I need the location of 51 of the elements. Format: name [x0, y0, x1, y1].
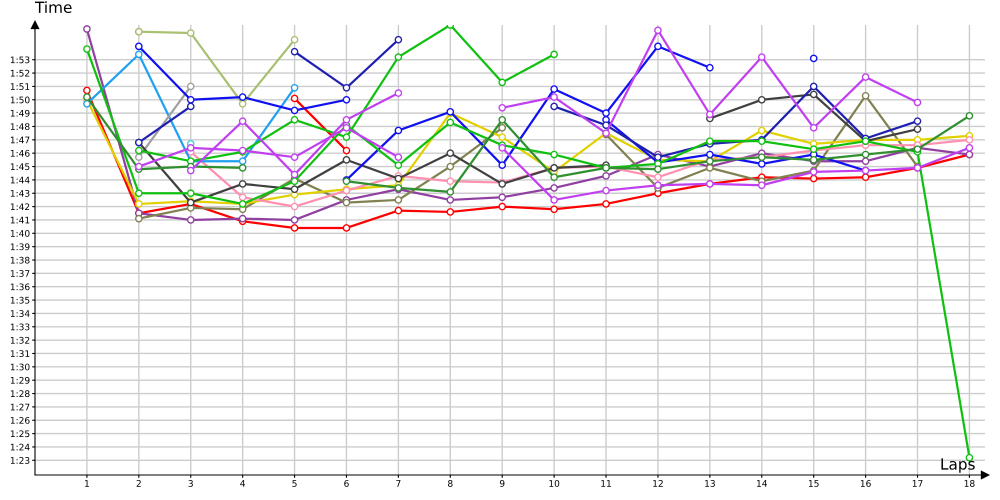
y-tick-label: 1:27: [10, 404, 30, 410]
x-tick-label: 12: [653, 480, 663, 487]
y-tick-label: 1:52: [10, 70, 30, 77]
x-tick-label: 13: [705, 480, 715, 487]
y-tick-label: 1:36: [10, 283, 30, 290]
y-tick-label: 1:42: [10, 203, 30, 210]
x-tick-label: 7: [396, 480, 400, 487]
x-tick-label: 9: [500, 480, 504, 487]
x-tick-label: 16: [860, 480, 871, 487]
y-axis-title: Time: [34, 1, 72, 14]
y-tick-label: 1:53: [10, 56, 30, 64]
y-tick-label: 1:50: [10, 96, 30, 104]
y-tick-label: 1:43: [10, 190, 30, 197]
y-tick-label: 1:44: [10, 176, 30, 184]
y-tick-label: 1:24: [10, 444, 30, 450]
y-tick-label: 1:40: [10, 230, 30, 237]
y-tick-label: 1:35: [10, 296, 30, 304]
y-tick-label: 1:45: [10, 163, 30, 170]
x-tick-label: 15: [808, 480, 819, 487]
x-tick-label: 2: [136, 480, 141, 487]
x-tick-label: 4: [240, 480, 246, 487]
y-tick-label: 1:23: [10, 457, 30, 464]
x-tick-label: 17: [912, 480, 922, 487]
y-tick-label: 1:49: [10, 110, 30, 117]
x-tick-label: 8: [448, 480, 453, 487]
x-tick-label: 6: [344, 480, 349, 487]
y-tick-label: 1:48: [10, 123, 30, 130]
y-tick-label: 1:41: [10, 216, 30, 224]
y-tick-label: 1:25: [10, 430, 30, 438]
y-tick-label: 1:51: [10, 83, 30, 90]
y-tick-label: 1:31: [10, 350, 30, 358]
y-tick-label: 1:28: [10, 390, 30, 398]
y-tick-label: 1:34: [10, 310, 30, 317]
x-tick-label: 10: [549, 480, 560, 487]
x-tick-label: 1: [85, 480, 89, 487]
x-tick-label: 11: [601, 480, 611, 487]
x-tick-label: 14: [757, 480, 768, 487]
y-tick-label: 1:33: [10, 324, 30, 330]
x-tick-label: 18: [964, 480, 975, 487]
y-tick-label: 1:29: [10, 376, 30, 384]
x-tick-label: 5: [292, 480, 297, 487]
y-tick-label: 1:26: [10, 416, 30, 424]
y-tick-label: 1:37: [10, 270, 30, 277]
y-tick-label: 1:47: [10, 136, 30, 144]
y-tick-label: 1:30: [10, 364, 30, 370]
y-tick-label: 1:39: [10, 243, 30, 250]
x-tick-label: 3: [188, 480, 193, 487]
y-tick-label: 1:38: [10, 256, 30, 264]
y-tick-label: 1:32: [10, 336, 30, 344]
x-axis-title: Laps: [941, 458, 975, 473]
y-tick-label: 1:46: [10, 150, 30, 157]
